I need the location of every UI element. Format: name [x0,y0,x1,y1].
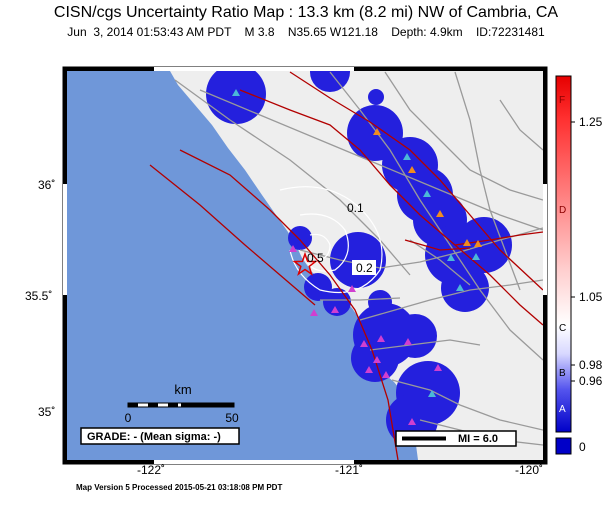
map-title: CISN/cgs Uncertainty Ratio Map : 13.3 km… [53,4,559,21]
faults [149,71,543,460]
uncertainty-blobs [206,71,512,446]
mi-legend-box: MI = 6.0 [395,430,517,447]
grade-box: GRADE: - (Mean sigma: -) [80,427,240,445]
colorbar-letter: C [559,323,567,334]
contour-lines [279,186,383,294]
contour-label: 0.2 [356,261,373,275]
svg-text:0: 0 [125,411,132,425]
colorbar-letter: F [559,95,566,106]
contour-label: 0.1 [347,201,364,215]
map-frame [62,66,548,465]
colorbar [555,75,575,455]
map-area[interactable]: 0.1 0.5 0.2 km 0 50 GRADE: - (Mean sigma… [67,52,543,460]
event-details: Jun 3, 2014 01:53:43 AM PDT M 3.8 N35.65… [67,25,545,39]
y-tick-label: 36˚ [38,178,56,192]
colorbar-value: 1.05 [579,290,603,304]
x-tick-label: -122˚ [137,463,166,477]
x-tick-label: -121˚ [335,463,364,477]
colorbar-letter: A [559,404,566,415]
y-tick-label: 35˚ [38,405,56,419]
x-tick-label: -120˚ [515,463,544,477]
svg-text:50: 50 [225,411,239,425]
colorbar-value: 1.25 [579,115,603,129]
processing-note: Map Version 5 Processed 2015-05-21 03:18… [76,483,283,492]
y-tick-label: 35.5˚ [25,289,53,303]
svg-text:km: km [174,382,191,397]
epicenter-star-icon[interactable] [292,251,318,276]
svg-text:GRADE: - (Mean sigma: -): GRADE: - (Mean sigma: -) [87,431,221,443]
colorbar-letter: B [559,368,566,379]
colorbar-letter: D [559,205,567,216]
contour-label: 0.5 [307,251,324,265]
contour-label-box [352,260,376,275]
colorbar-value: 0.98 [579,358,603,372]
scale-bar: km 0 50 [125,382,239,425]
colorbar-value: 0 [579,440,586,454]
svg-text:MI = 6.0: MI = 6.0 [458,433,498,445]
station-markers [232,89,482,425]
colorbar-value: 0.96 [579,374,603,388]
